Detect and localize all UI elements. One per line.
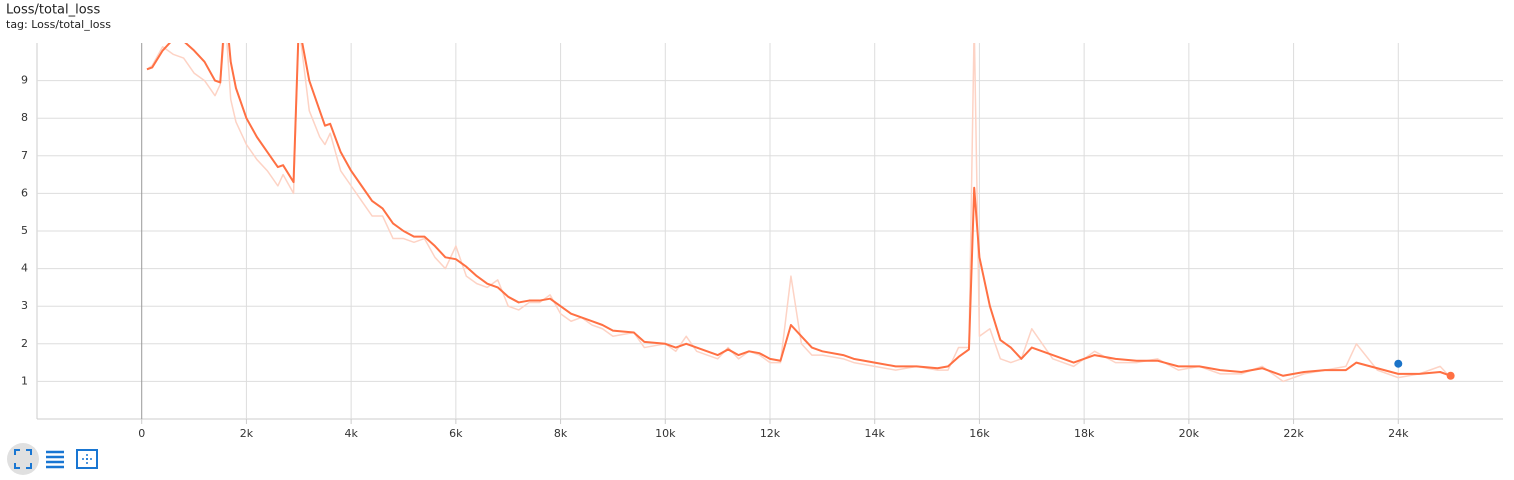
series-line bbox=[146, 43, 1451, 377]
x-tick-label: 12k bbox=[760, 427, 781, 440]
x-tick-label: 18k bbox=[1074, 427, 1095, 440]
button-bg bbox=[7, 443, 39, 475]
y-tick-label: 5 bbox=[21, 224, 28, 237]
x-tick-label: 6k bbox=[449, 427, 463, 440]
y-tick-label: 7 bbox=[21, 149, 28, 162]
fit-button[interactable] bbox=[76, 449, 98, 469]
series-line bbox=[146, 43, 1452, 383]
chart-subtitle: tag: Loss/total_loss bbox=[6, 18, 111, 31]
fullscreen-button[interactable] bbox=[14, 449, 32, 469]
x-tick-label: 22k bbox=[1283, 427, 1304, 440]
x-tick-label: 24k bbox=[1388, 427, 1409, 440]
x-tick-label: 20k bbox=[1179, 427, 1200, 440]
y-tick-label: 8 bbox=[21, 111, 28, 124]
y-tick-label: 3 bbox=[21, 299, 28, 312]
x-tick-label: 16k bbox=[969, 427, 990, 440]
end-marker bbox=[1446, 371, 1455, 380]
x-tick-label: 10k bbox=[655, 427, 676, 440]
x-tick-label: 14k bbox=[865, 427, 886, 440]
x-tick-label: 4k bbox=[344, 427, 358, 440]
point-marker bbox=[1394, 359, 1403, 368]
toolbar bbox=[7, 443, 98, 475]
chart-title: Loss/total_loss bbox=[6, 3, 100, 18]
y-tick-label: 6 bbox=[21, 186, 28, 199]
x-tick-label: 0 bbox=[138, 427, 145, 440]
plot-area bbox=[146, 43, 1455, 383]
log-toggle-button[interactable] bbox=[46, 450, 64, 469]
y-tick-label: 9 bbox=[21, 74, 28, 87]
x-tick-label: 2k bbox=[240, 427, 254, 440]
fit-button-icon bbox=[82, 454, 92, 464]
y-tick-label: 1 bbox=[21, 374, 28, 387]
x-tick-label: 8k bbox=[554, 427, 568, 440]
y-tick-label: 4 bbox=[21, 262, 28, 275]
y-tick-label: 2 bbox=[21, 337, 28, 350]
